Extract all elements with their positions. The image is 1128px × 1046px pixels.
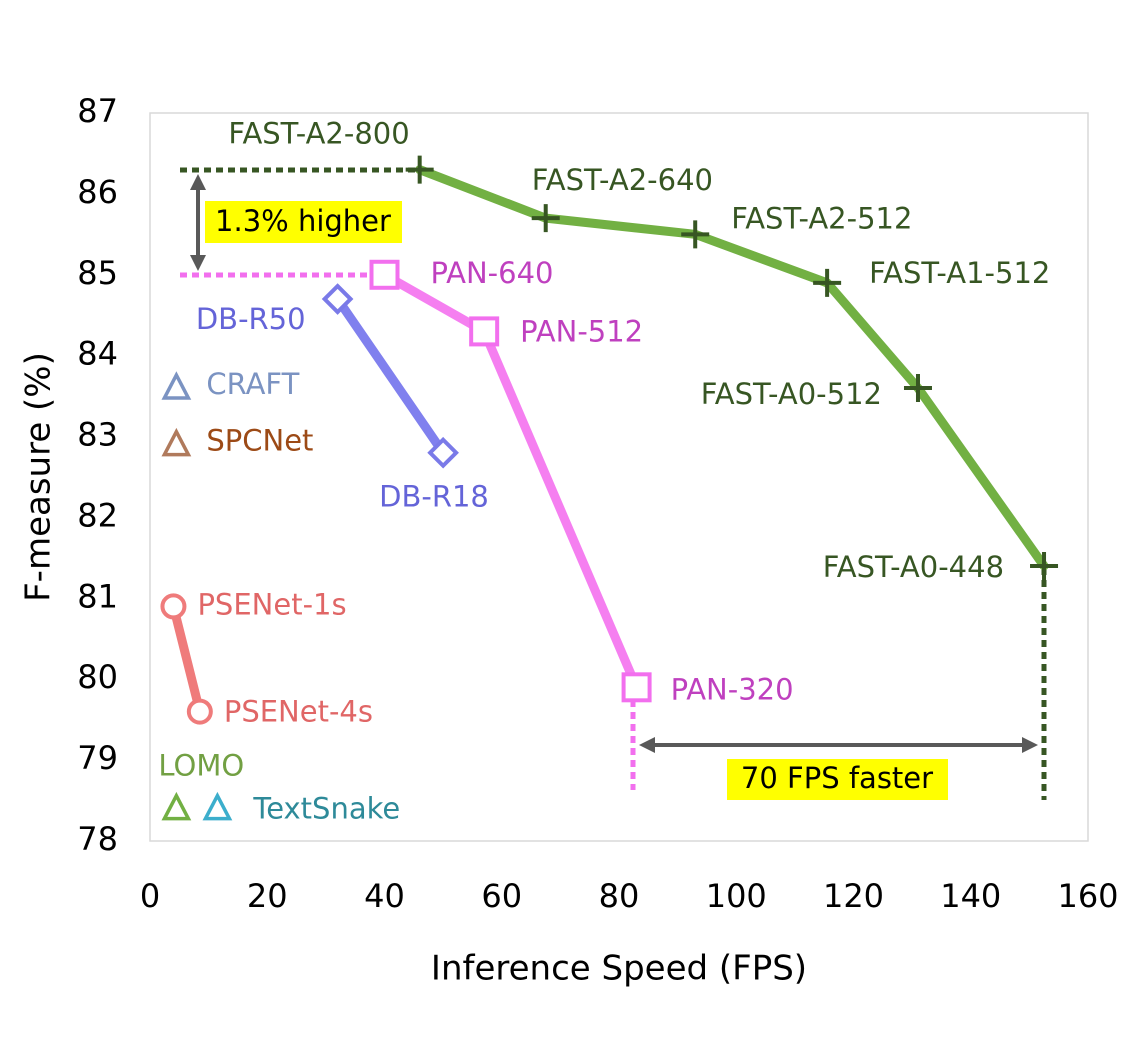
x-tick-80: 80 [599,877,640,915]
marker-fast-a2-800 [405,155,434,184]
y-tick-labels: 78 79 80 81 82 83 84 85 86 87 [77,92,118,858]
accuracy-gap-annotation: 1.3% higher [205,201,402,243]
label-fast-a2-640: FAST-A2-640 [532,163,713,197]
marker-pan-640 [369,259,400,290]
x-tick-0: 0 [140,877,160,915]
marker-craft [161,371,192,400]
marker-db-r18 [427,436,459,469]
x-tick-40: 40 [364,877,405,915]
speed-gap-highlight [727,759,948,800]
annotation-guides [180,167,1047,800]
marker-spcnet [161,427,192,457]
speed-gap-annotation: 70 FPS faster [727,759,948,800]
series-layer [160,155,1059,821]
x-tick-100: 100 [706,877,767,915]
marker-db-r50 [321,283,354,315]
label-fast-a2-512: FAST-A2-512 [731,201,912,235]
label-fast-a0-512: FAST-A0-512 [701,377,882,411]
label-lomo: LOMO [158,749,244,783]
label-fast-a0-448: FAST-A0-448 [823,550,1004,584]
x-axis-label: Inference Speed (FPS) [431,949,807,989]
y-tick-84: 84 [77,335,118,373]
speed-arrow-head-right [1022,737,1038,753]
label-pan-320: PAN-320 [671,672,794,706]
y-tick-80: 80 [77,658,118,696]
accuracy-gap-text: 1.3% higher [215,204,391,238]
label-textsnake: TextSnake [252,792,400,826]
y-tick-87: 87 [77,92,118,130]
label-fast-a2-800: FAST-A2-800 [228,117,409,151]
x-tick-160: 160 [1057,877,1118,915]
point-labels: FAST-A2-800 FAST-A2-640 FAST-A2-512 FAST-A1… [158,117,1050,826]
label-db-r18: DB-R18 [379,480,489,514]
series-line-psenet-1s [168,601,205,717]
x-tick-60: 60 [481,877,522,915]
marker-pan-512 [469,316,500,347]
x-tick-20: 20 [247,877,288,915]
gap-arrow-head-down [190,255,206,271]
x-tick-140: 140 [940,877,1001,915]
label-psenet-4s: PSENet-4s [224,695,373,729]
x-tick-labels: 0 20 40 60 80 100 120 140 160 [140,877,1119,915]
marker-textsnake [202,791,233,821]
marker-fast-a0-512 [903,374,932,403]
label-fast-a1-512: FAST-A1-512 [869,256,1050,290]
y-tick-78: 78 [77,820,118,858]
label-pan-512: PAN-512 [520,314,643,348]
label-db-r50: DB-R50 [196,302,306,336]
marker-pan-320 [621,672,652,703]
y-axis-label: F-measure (%) [19,352,59,602]
y-tick-79: 79 [77,739,118,777]
x-tick-120: 120 [823,877,884,915]
speed-gap-text: 70 FPS faster [741,761,933,795]
gap-arrow-head-up [190,174,206,190]
label-pan-640: PAN-640 [431,256,554,290]
marker-psenet-4s [186,698,213,725]
label-spcnet: SPCNet [206,424,313,458]
series-line-db-r50 [333,294,448,458]
y-tick-86: 86 [77,173,118,211]
marker-fast-a1-512 [813,268,842,297]
y-tick-85: 85 [77,254,118,292]
label-craft: CRAFT [206,367,299,401]
marker-psenet-1s [160,593,187,620]
accuracy-gap-highlight [205,201,402,243]
speed-arrow-head-left [639,737,655,753]
y-tick-82: 82 [77,496,118,534]
series-line-fast-a2-800 [415,165,1049,571]
label-psenet-1s: PSENet-1s [197,587,346,621]
marker-fast-a0-448 [1030,551,1059,580]
marker-fast-a2-512 [681,220,710,249]
marker-fast-a2-640 [531,204,560,233]
y-tick-81: 81 [77,577,118,615]
y-tick-83: 83 [77,416,118,454]
marker-lomo [161,791,192,821]
